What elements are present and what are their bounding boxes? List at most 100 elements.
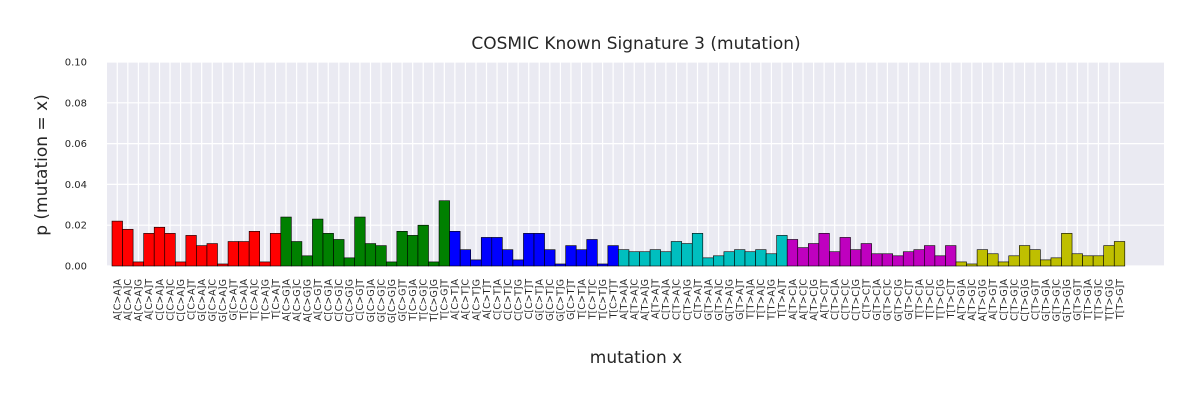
x-tick-label: G[T>G]C <box>1052 279 1063 322</box>
bar-G[T>A]C <box>713 255 725 267</box>
bar-G[T>C]G <box>892 255 904 267</box>
bar-C[T>G]C <box>1008 255 1020 267</box>
bar-C[T>C]A <box>829 251 841 267</box>
y-tick-label: 0.00 <box>65 262 87 273</box>
bar-C[C>G]G <box>343 257 355 267</box>
x-tick-label: C[C>A]C <box>165 279 176 321</box>
chart-title: COSMIC Known Signature 3 (mutation) <box>471 34 800 54</box>
bar-T[C>G]C <box>417 224 429 267</box>
bar-A[T>G]C <box>966 263 978 267</box>
bar-A[T>G]A <box>955 261 967 267</box>
bar-C[C>A]A <box>153 226 166 267</box>
x-tick-label: G[T>G]T <box>1073 279 1084 321</box>
bar-C[T>A]A <box>660 251 672 267</box>
y-tick-label: 0.08 <box>65 98 87 109</box>
x-tick-label: T[C>G]G <box>429 279 440 323</box>
bar-G[T>A]T <box>734 249 746 267</box>
x-tick-label: A[C>A]T <box>144 279 155 320</box>
bar-C[T>C]G <box>850 249 862 267</box>
x-tick-label: C[T>A]C <box>672 279 683 320</box>
bar-T[C>A]C <box>248 231 260 267</box>
x-tick-label: G[C>G]C <box>376 279 387 323</box>
bar-A[C>A]C <box>122 228 134 267</box>
bar-C[C>G]C <box>333 239 345 267</box>
x-tick-label: T[T>C]T <box>946 279 957 320</box>
x-tick-label: A[C>G]C <box>292 279 303 322</box>
x-tick-label: T[C>G]C <box>419 279 430 322</box>
bar-G[C>A]A <box>196 245 208 267</box>
x-tick-label: T[C>T]T <box>608 279 619 320</box>
x-tick-label: T[T>C]G <box>935 279 946 321</box>
bar-A[C>A]A <box>111 220 123 267</box>
bar-T[C>G]G <box>428 261 440 267</box>
bar-G[T>G]G <box>1061 233 1073 267</box>
bar-T[C>A]T <box>269 233 282 267</box>
bar-A[C>T]A <box>449 231 461 267</box>
x-tick-label: A[T>C]C <box>798 279 809 320</box>
x-tick-label: T[C>T]C <box>587 279 598 321</box>
x-tick-label: G[T>C]G <box>893 279 904 322</box>
x-tick-label: T[T>G]A <box>1083 279 1094 321</box>
x-tick-label: T[C>T]G <box>598 279 609 321</box>
x-tick-label: A[T>A]G <box>640 279 651 321</box>
bar-T[C>T]G <box>596 263 609 267</box>
x-tick-label: C[C>T]A <box>492 279 503 320</box>
x-tick-label: C[C>A]T <box>186 279 197 320</box>
x-tick-label: T[T>A]T <box>777 279 788 319</box>
x-tick-label: A[C>A]C <box>123 279 134 321</box>
x-tick-label: G[T>C]A <box>872 279 883 321</box>
x-tick-label: C[T>A]A <box>661 279 672 320</box>
x-tick-label: T[C>A]G <box>260 279 271 322</box>
bar-G[C>T]G <box>554 263 566 267</box>
bar-T[C>A]A <box>238 241 250 267</box>
x-tick-label: C[T>C]A <box>830 279 841 320</box>
x-tick-label: G[C>T]C <box>545 279 556 321</box>
x-tick-label: A[C>G]G <box>302 279 313 322</box>
x-tick-label: A[T>C]T <box>819 279 830 319</box>
bar-C[C>G]A <box>322 233 334 267</box>
x-tick-label: T[T>A]G <box>767 279 778 321</box>
x-tick-label: T[T>G]C <box>1094 279 1105 321</box>
bar-A[T>C]T <box>818 233 830 267</box>
x-tick-label: C[C>T]C <box>503 279 514 320</box>
bar-G[C>T]A <box>533 233 545 267</box>
bar-G[C>G]G <box>385 261 398 267</box>
bar-A[C>T]T <box>480 237 493 267</box>
x-tick-label: T[C>A]T <box>271 279 282 320</box>
x-tick-label: A[C>A]A <box>113 279 124 321</box>
bar-A[C>A]G <box>132 261 144 267</box>
x-tick-label: T[T>C]A <box>914 279 925 321</box>
x-tick-label: A[T>A]T <box>651 279 662 319</box>
x-tick-label: T[T>A]C <box>756 279 767 320</box>
bar-G[T>G]T <box>1071 253 1083 267</box>
x-tick-label: T[C>A]A <box>239 279 250 321</box>
bar-G[C>A]T <box>227 241 239 267</box>
x-tick-label: G[C>T]T <box>566 279 577 320</box>
bar-T[T>A]A <box>744 251 756 267</box>
bar-C[C>A]T <box>185 235 197 267</box>
x-tick-label: G[C>A]G <box>218 279 229 322</box>
x-tick-label: G[C>T]G <box>556 279 567 322</box>
bar-A[T>A]C <box>628 251 640 267</box>
x-tick-label: T[C>T]A <box>577 279 588 321</box>
bar-C[T>C]C <box>839 237 851 267</box>
bar-T[T>A]G <box>765 253 777 267</box>
bar-C[C>A]C <box>164 233 176 267</box>
x-tick-label: T[T>A]A <box>746 279 757 320</box>
x-tick-label: A[C>A]G <box>134 279 145 321</box>
x-tick-label: C[T>G]T <box>1030 279 1041 320</box>
bar-A[T>C]A <box>786 239 799 267</box>
bar-A[T>G]T <box>987 253 999 267</box>
bar-T[T>C]A <box>913 249 925 267</box>
x-tick-label: G[C>G]G <box>387 279 398 323</box>
bar-T[T>C]T <box>945 245 957 267</box>
bar-G[T>C]C <box>881 253 894 267</box>
bar-A[C>A]T <box>143 233 155 267</box>
bar-A[C>G]C <box>291 241 303 267</box>
bar-A[C>G]G <box>301 255 313 267</box>
x-tick-label: G[C>A]A <box>197 279 208 322</box>
bar-C[T>A]T <box>691 233 704 267</box>
bar-T[T>C]C <box>924 245 936 267</box>
x-tick-label: A[C>G]A <box>281 279 292 322</box>
bar-C[C>G]T <box>354 216 366 267</box>
